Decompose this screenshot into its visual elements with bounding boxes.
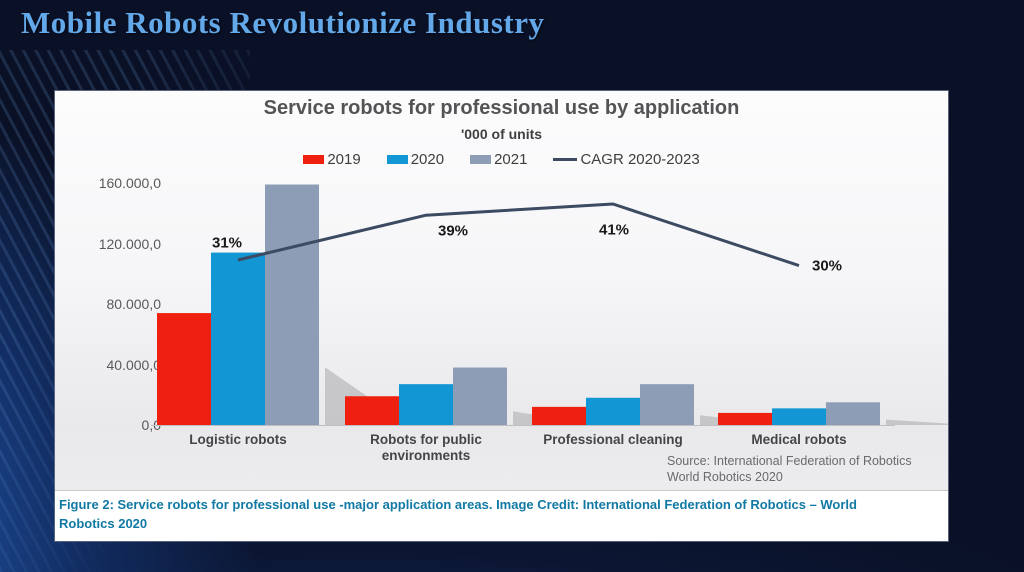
legend-label: 2020: [410, 151, 445, 168]
chart-title: Service robots for professional use by a…: [263, 97, 740, 119]
bar-2019-robots-for-public-environments: [345, 396, 399, 425]
bar-2021-professional-cleaning: [640, 384, 694, 425]
bar-2020-robots-for-public-environments: [399, 384, 453, 425]
bar-2019-medical-robots: [718, 412, 772, 425]
chart-area: Service robots for professional use by a…: [55, 91, 948, 490]
bar-2019-professional-cleaning: [532, 406, 586, 425]
category-label-medical-robots: Medical robots: [751, 432, 847, 447]
legend-label: 2019: [327, 151, 361, 168]
legend-item-cagr-2020-2023: CAGR 2020-2023: [553, 151, 700, 168]
legend-item-2019: 2019: [303, 151, 361, 168]
bar-2021-robots-for-public-environments: [453, 367, 507, 425]
bar-2020-medical-robots: [772, 408, 826, 425]
bar-2019-logistic-robots: [157, 313, 211, 425]
bar-2021-logistic-robots: [265, 184, 319, 425]
slide-title: Mobile Robots Revolutionize Industry: [21, 5, 545, 40]
legend-label: CAGR 2020-2023: [580, 151, 700, 168]
source-note: Source: International Federation of Robo…: [667, 453, 912, 485]
cagr-value-label: 30%: [811, 257, 843, 275]
cagr-value-label: 39%: [437, 222, 469, 240]
chart-subtitle: '000 of units: [460, 126, 543, 142]
y-axis-tick-label: 40.000,0: [106, 356, 162, 373]
category-label-logistic-robots: Logistic robots: [189, 432, 287, 447]
y-axis-tick-label: 160.000,0: [98, 175, 161, 191]
legend-line-swatch: [553, 158, 578, 161]
legend-label: 2021: [494, 151, 528, 168]
cagr-value-label: 41%: [598, 221, 630, 239]
source-line-1: Source: International Federation of Robo…: [667, 454, 912, 468]
category-label-robots-for-public-environments: Robots for public environments: [370, 432, 482, 463]
y-axis-tick-label: 120.000,0: [98, 235, 161, 252]
legend-item-2021: 2021: [470, 151, 527, 168]
cagr-line: [237, 202, 800, 268]
plot-area: 0,0 40.000,0 80.000,0 120.000,0 160.000,0 31%…: [55, 91, 948, 490]
legend-item-2020: 2020: [386, 151, 445, 168]
figure-panel: Service robots for professional use by a…: [54, 90, 949, 542]
bar-2020-logistic-robots: [211, 252, 265, 425]
y-axis-tick-label: 80.000,0: [106, 296, 162, 312]
chart-legend: 2019 2020 2021 CAGR 2020-2023: [55, 151, 948, 168]
category-label-professional-cleaning: Professional cleaning: [543, 432, 683, 447]
cagr-value-label: 31%: [211, 234, 243, 252]
bar-2020-professional-cleaning: [586, 397, 640, 425]
legend-swatch-2019: [303, 155, 325, 164]
chart-canvas: [151, 184, 948, 426]
legend-swatch-2020: [386, 155, 408, 164]
bar-2021-medical-robots: [826, 402, 880, 425]
source-line-2: World Robotics 2020: [667, 470, 783, 484]
legend-swatch-2021: [470, 155, 492, 164]
figure-caption: Figure 2: Service robots for professiona…: [55, 490, 948, 541]
bar-group-shadow: [886, 419, 948, 425]
